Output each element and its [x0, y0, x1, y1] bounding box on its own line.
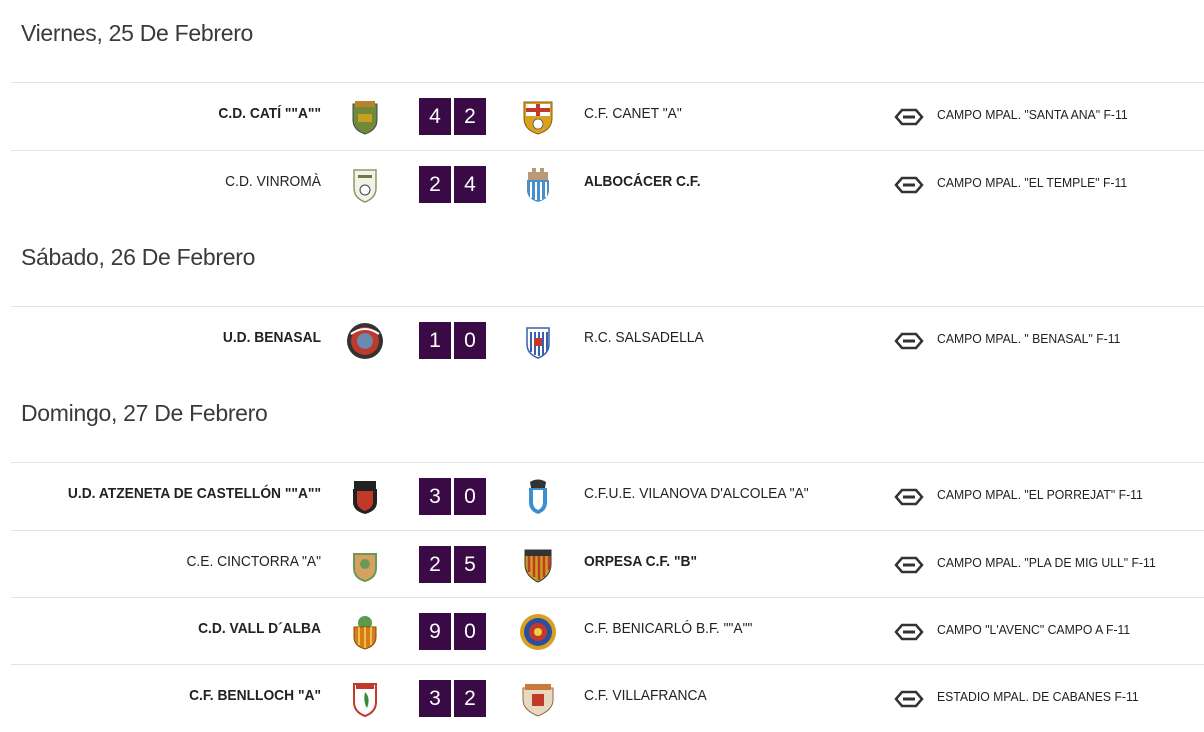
divider — [11, 306, 1204, 307]
venue-name: CAMPO "L'AVENC" CAMPO A F-11 — [937, 622, 1131, 637]
away-score: 4 — [454, 166, 486, 203]
soccer-field-icon — [894, 623, 924, 641]
home-team-crest-icon — [347, 323, 383, 359]
away-team-crest-icon — [524, 549, 552, 583]
divider — [11, 462, 1204, 463]
away-score: 0 — [454, 478, 486, 515]
home-score: 2 — [419, 546, 451, 583]
divider — [11, 530, 1204, 531]
home-team-crest-icon — [353, 683, 377, 718]
away-team-name[interactable]: C.F. VILLAFRANCA — [584, 687, 707, 704]
soccer-field-icon — [894, 176, 924, 194]
match-row[interactable]: C.D. VALL D´ALBA 9 0 C.F. BENICARLÓ B.F.… — [11, 598, 1204, 665]
away-score: 5 — [454, 546, 486, 583]
day-title-sabado: Sábado, 26 De Febrero — [21, 244, 256, 270]
home-score: 2 — [419, 166, 451, 203]
home-team-crest-icon — [353, 553, 377, 583]
home-team-name[interactable]: C.E. CINCTORRA "A" — [186, 553, 321, 570]
home-score: 3 — [419, 680, 451, 717]
divider — [11, 664, 1204, 665]
away-score: 0 — [454, 613, 486, 650]
home-score: 1 — [419, 322, 451, 359]
match-row[interactable]: C.E. CINCTORRA "A" 2 5 ORPESA C.F. "B" C… — [11, 531, 1204, 598]
home-team-name[interactable]: U.D. BENASAL — [222, 329, 321, 346]
match-row[interactable]: C.D. VINROMÀ 2 4 ALBOCÁCER C.F. CAMPO MP… — [11, 151, 1204, 218]
home-team-name[interactable]: C.D. CATÍ ""A"" — [218, 105, 321, 122]
home-team-name[interactable]: C.D. VALL D´ALBA — [198, 620, 321, 637]
away-team-name[interactable]: ORPESA C.F. "B" — [584, 553, 698, 570]
divider — [11, 82, 1204, 83]
venue-name: CAMPO MPAL. "SANTA ANA" F-11 — [937, 107, 1128, 122]
away-team-crest-icon — [520, 614, 556, 650]
away-score: 2 — [454, 680, 486, 717]
match-row[interactable]: C.D. CATÍ ""A"" 4 2 C.F. CANET "A" CAMPO… — [11, 83, 1204, 150]
soccer-field-icon — [894, 556, 924, 574]
venue-name: CAMPO MPAL. " BENASAL" F-11 — [937, 331, 1121, 346]
home-team-crest-icon — [353, 481, 377, 514]
home-team-crest-icon — [353, 616, 377, 650]
away-team-name[interactable]: R.C. SALSADELLA — [584, 329, 704, 346]
away-team-crest-icon — [526, 327, 550, 359]
divider — [11, 597, 1204, 598]
match-row[interactable]: U.D. ATZENETA DE CASTELLÓN ""A"" 3 0 C.F… — [11, 463, 1204, 530]
venue-name: ESTADIO MPAL. DE CABANES F-11 — [937, 689, 1139, 704]
away-team-crest-icon — [529, 479, 547, 514]
match-row[interactable]: U.D. BENASAL 1 0 R.C. SALSADELLA CAMPO M… — [11, 307, 1204, 374]
venue-name: CAMPO MPAL. "EL TEMPLE" F-11 — [937, 175, 1128, 190]
home-team-name[interactable]: C.D. VINROMÀ — [225, 173, 321, 190]
match-row[interactable]: C.F. BENLLOCH "A" 3 2 C.F. VILLAFRANCA E… — [11, 665, 1204, 732]
day-title-domingo: Domingo, 27 De Febrero — [21, 400, 268, 426]
soccer-field-icon — [894, 488, 924, 506]
home-team-crest-icon — [352, 101, 378, 135]
away-team-name[interactable]: ALBOCÁCER C.F. — [584, 173, 701, 190]
home-team-name[interactable]: U.D. ATZENETA DE CASTELLÓN ""A"" — [67, 485, 321, 502]
soccer-field-icon — [894, 332, 924, 350]
soccer-field-icon — [894, 690, 924, 708]
away-team-crest-icon — [523, 101, 553, 135]
venue-name: CAMPO MPAL. "EL PORREJAT" F-11 — [937, 487, 1143, 502]
home-score: 3 — [419, 478, 451, 515]
away-team-crest-icon — [527, 168, 549, 202]
away-team-name[interactable]: C.F. CANET "A" — [584, 105, 682, 122]
divider — [11, 150, 1204, 151]
away-team-name[interactable]: C.F. BENICARLÓ B.F. ""A"" — [584, 620, 753, 637]
venue-name: CAMPO MPAL. "PLA DE MIG ULL" F-11 — [937, 555, 1156, 570]
home-team-name[interactable]: C.F. BENLLOCH "A" — [189, 687, 321, 704]
away-team-name[interactable]: C.F.U.E. VILANOVA D'ALCOLEA "A" — [584, 485, 809, 502]
away-score: 2 — [454, 98, 486, 135]
home-score: 4 — [419, 98, 451, 135]
home-team-crest-icon — [353, 169, 377, 203]
soccer-field-icon — [894, 108, 924, 126]
day-title-viernes: Viernes, 25 De Febrero — [21, 20, 254, 46]
away-score: 0 — [454, 322, 486, 359]
home-score: 9 — [419, 613, 451, 650]
away-team-crest-icon — [522, 684, 554, 717]
